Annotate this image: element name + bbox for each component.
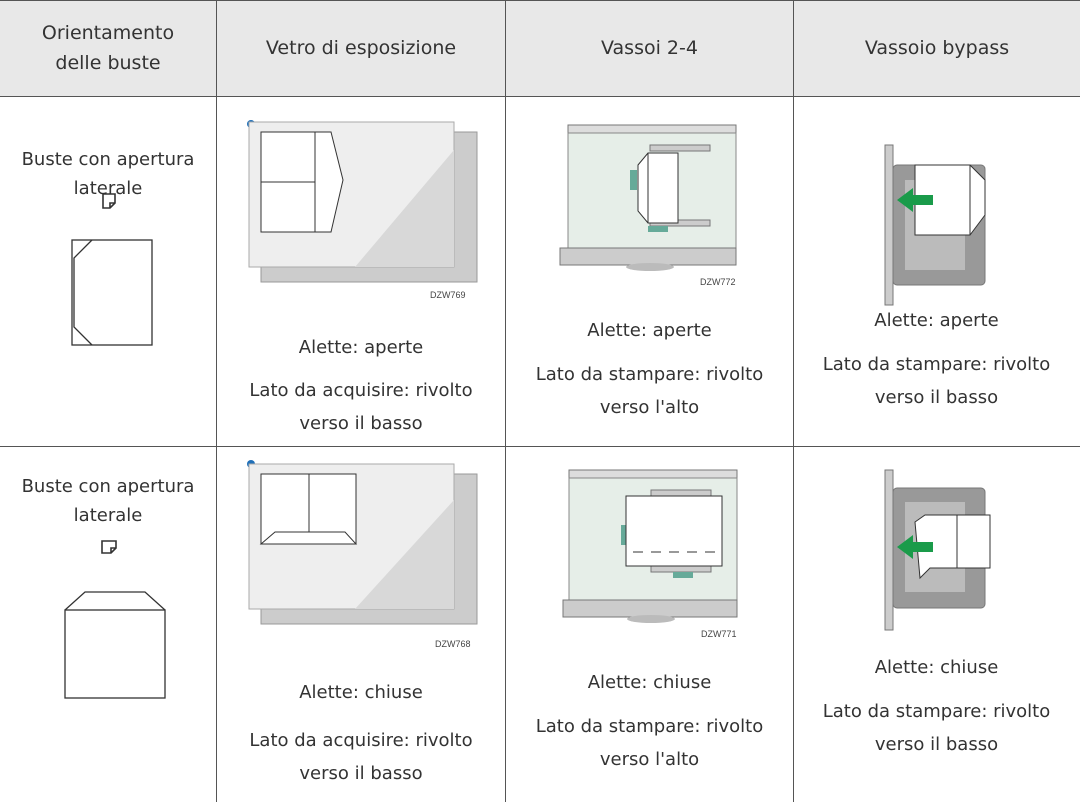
flaps: Alette: aperte [298,337,424,358]
flaps: Alette: aperte [587,320,712,341]
flaps: Alette: chiuse [587,672,712,693]
figure-code: DZW771 [701,629,737,639]
rule [216,0,217,802]
figure-code: DZW772 [700,277,736,287]
side: Lato da stampare: rivolto verso il basso [822,701,1051,755]
glass-illustration: DZW769 [247,120,478,300]
tray-illustration: DZW772 [559,124,737,287]
header: Vassoi 2-4 [601,37,698,59]
rule [0,446,1080,447]
figure-code: DZW768 [435,639,471,649]
side: Lato da stampare: rivolto verso il basso [822,354,1051,408]
bypass-illustration [884,144,986,306]
icon [101,540,117,554]
flaps: Alette: aperte [874,310,999,331]
side: Lato da stampare: rivolto verso l'alto [535,364,764,418]
flaps: Alette: chiuse [299,682,423,703]
side: Lato da acquisire: rivolto verso il bass… [249,730,473,784]
side: Lato da stampare: rivolto verso l'alto [535,716,764,770]
rule [0,0,1080,1]
rule [793,0,794,802]
orientation: Buste con apertura laterale [21,149,195,199]
header: Orientamento delle buste [41,22,175,74]
rule [0,96,1080,97]
envelope [71,239,153,346]
header: Vetro di esposizione [265,37,457,59]
icon [102,193,116,209]
glass-illustration: DZW768 [247,460,478,649]
figure-code: DZW769 [430,290,466,300]
header: Vassoio bypass [864,37,1010,59]
orientation: Buste con apertura laterale [21,476,195,526]
bypass-illustration [884,469,991,631]
rule [505,0,506,802]
header-bg [0,0,1080,96]
tray-illustration: DZW771 [562,469,738,639]
side: Lato da acquisire: rivolto verso il bass… [249,380,473,434]
envelope [64,591,166,699]
flaps: Alette: chiuse [874,657,999,678]
